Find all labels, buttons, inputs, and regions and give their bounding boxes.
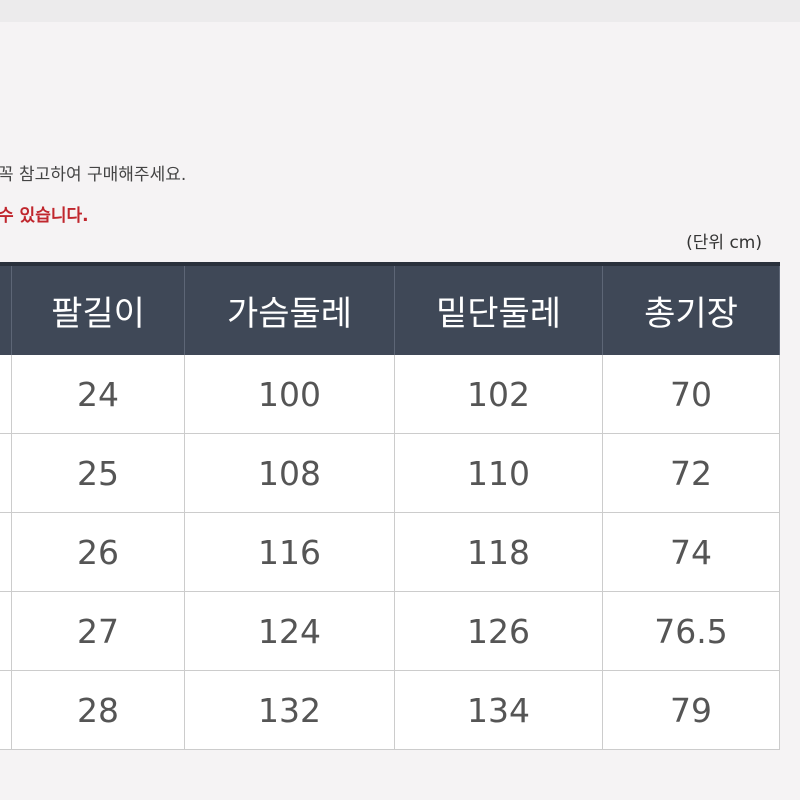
notice-warning: 수 있습니다. <box>0 206 89 226</box>
table-top-border <box>0 262 780 266</box>
header-cell: 팔길이 <box>12 266 185 355</box>
table-cell: 27 <box>12 592 185 671</box>
table-cell: 126 <box>395 592 603 671</box>
unit-label: (단위 cm) <box>686 233 762 253</box>
table-cell: 102 <box>395 355 603 434</box>
table-cell: 72 <box>603 434 780 513</box>
top-band <box>0 0 800 22</box>
table-cell: 118 <box>395 513 603 592</box>
table-cell: 108 <box>185 434 395 513</box>
table-cell <box>0 513 12 592</box>
table-cell: 25 <box>12 434 185 513</box>
table-cell: 74 <box>603 513 780 592</box>
table-cell: 28 <box>12 671 185 750</box>
table-cell: 116 <box>185 513 395 592</box>
table-cell: 24 <box>12 355 185 434</box>
header-cell: 밑단둘레 <box>395 266 603 355</box>
table-cell <box>0 671 12 750</box>
header-cell: 총기장 <box>603 266 780 355</box>
header-cell <box>0 266 12 355</box>
table-cell: 70 <box>603 355 780 434</box>
table-cell: 134 <box>395 671 603 750</box>
table-cell: 100 <box>185 355 395 434</box>
table-cell: 124 <box>185 592 395 671</box>
table-cell: 76.5 <box>603 592 780 671</box>
notice-text: 꼭 참고하여 구매해주세요. <box>0 165 187 185</box>
table-cell: 110 <box>395 434 603 513</box>
table-cell <box>0 592 12 671</box>
table-cell <box>0 434 12 513</box>
table-cell: 132 <box>185 671 395 750</box>
table-cell <box>0 355 12 434</box>
header-cell: 가슴둘레 <box>185 266 395 355</box>
table-cell: 79 <box>603 671 780 750</box>
table-cell: 26 <box>12 513 185 592</box>
